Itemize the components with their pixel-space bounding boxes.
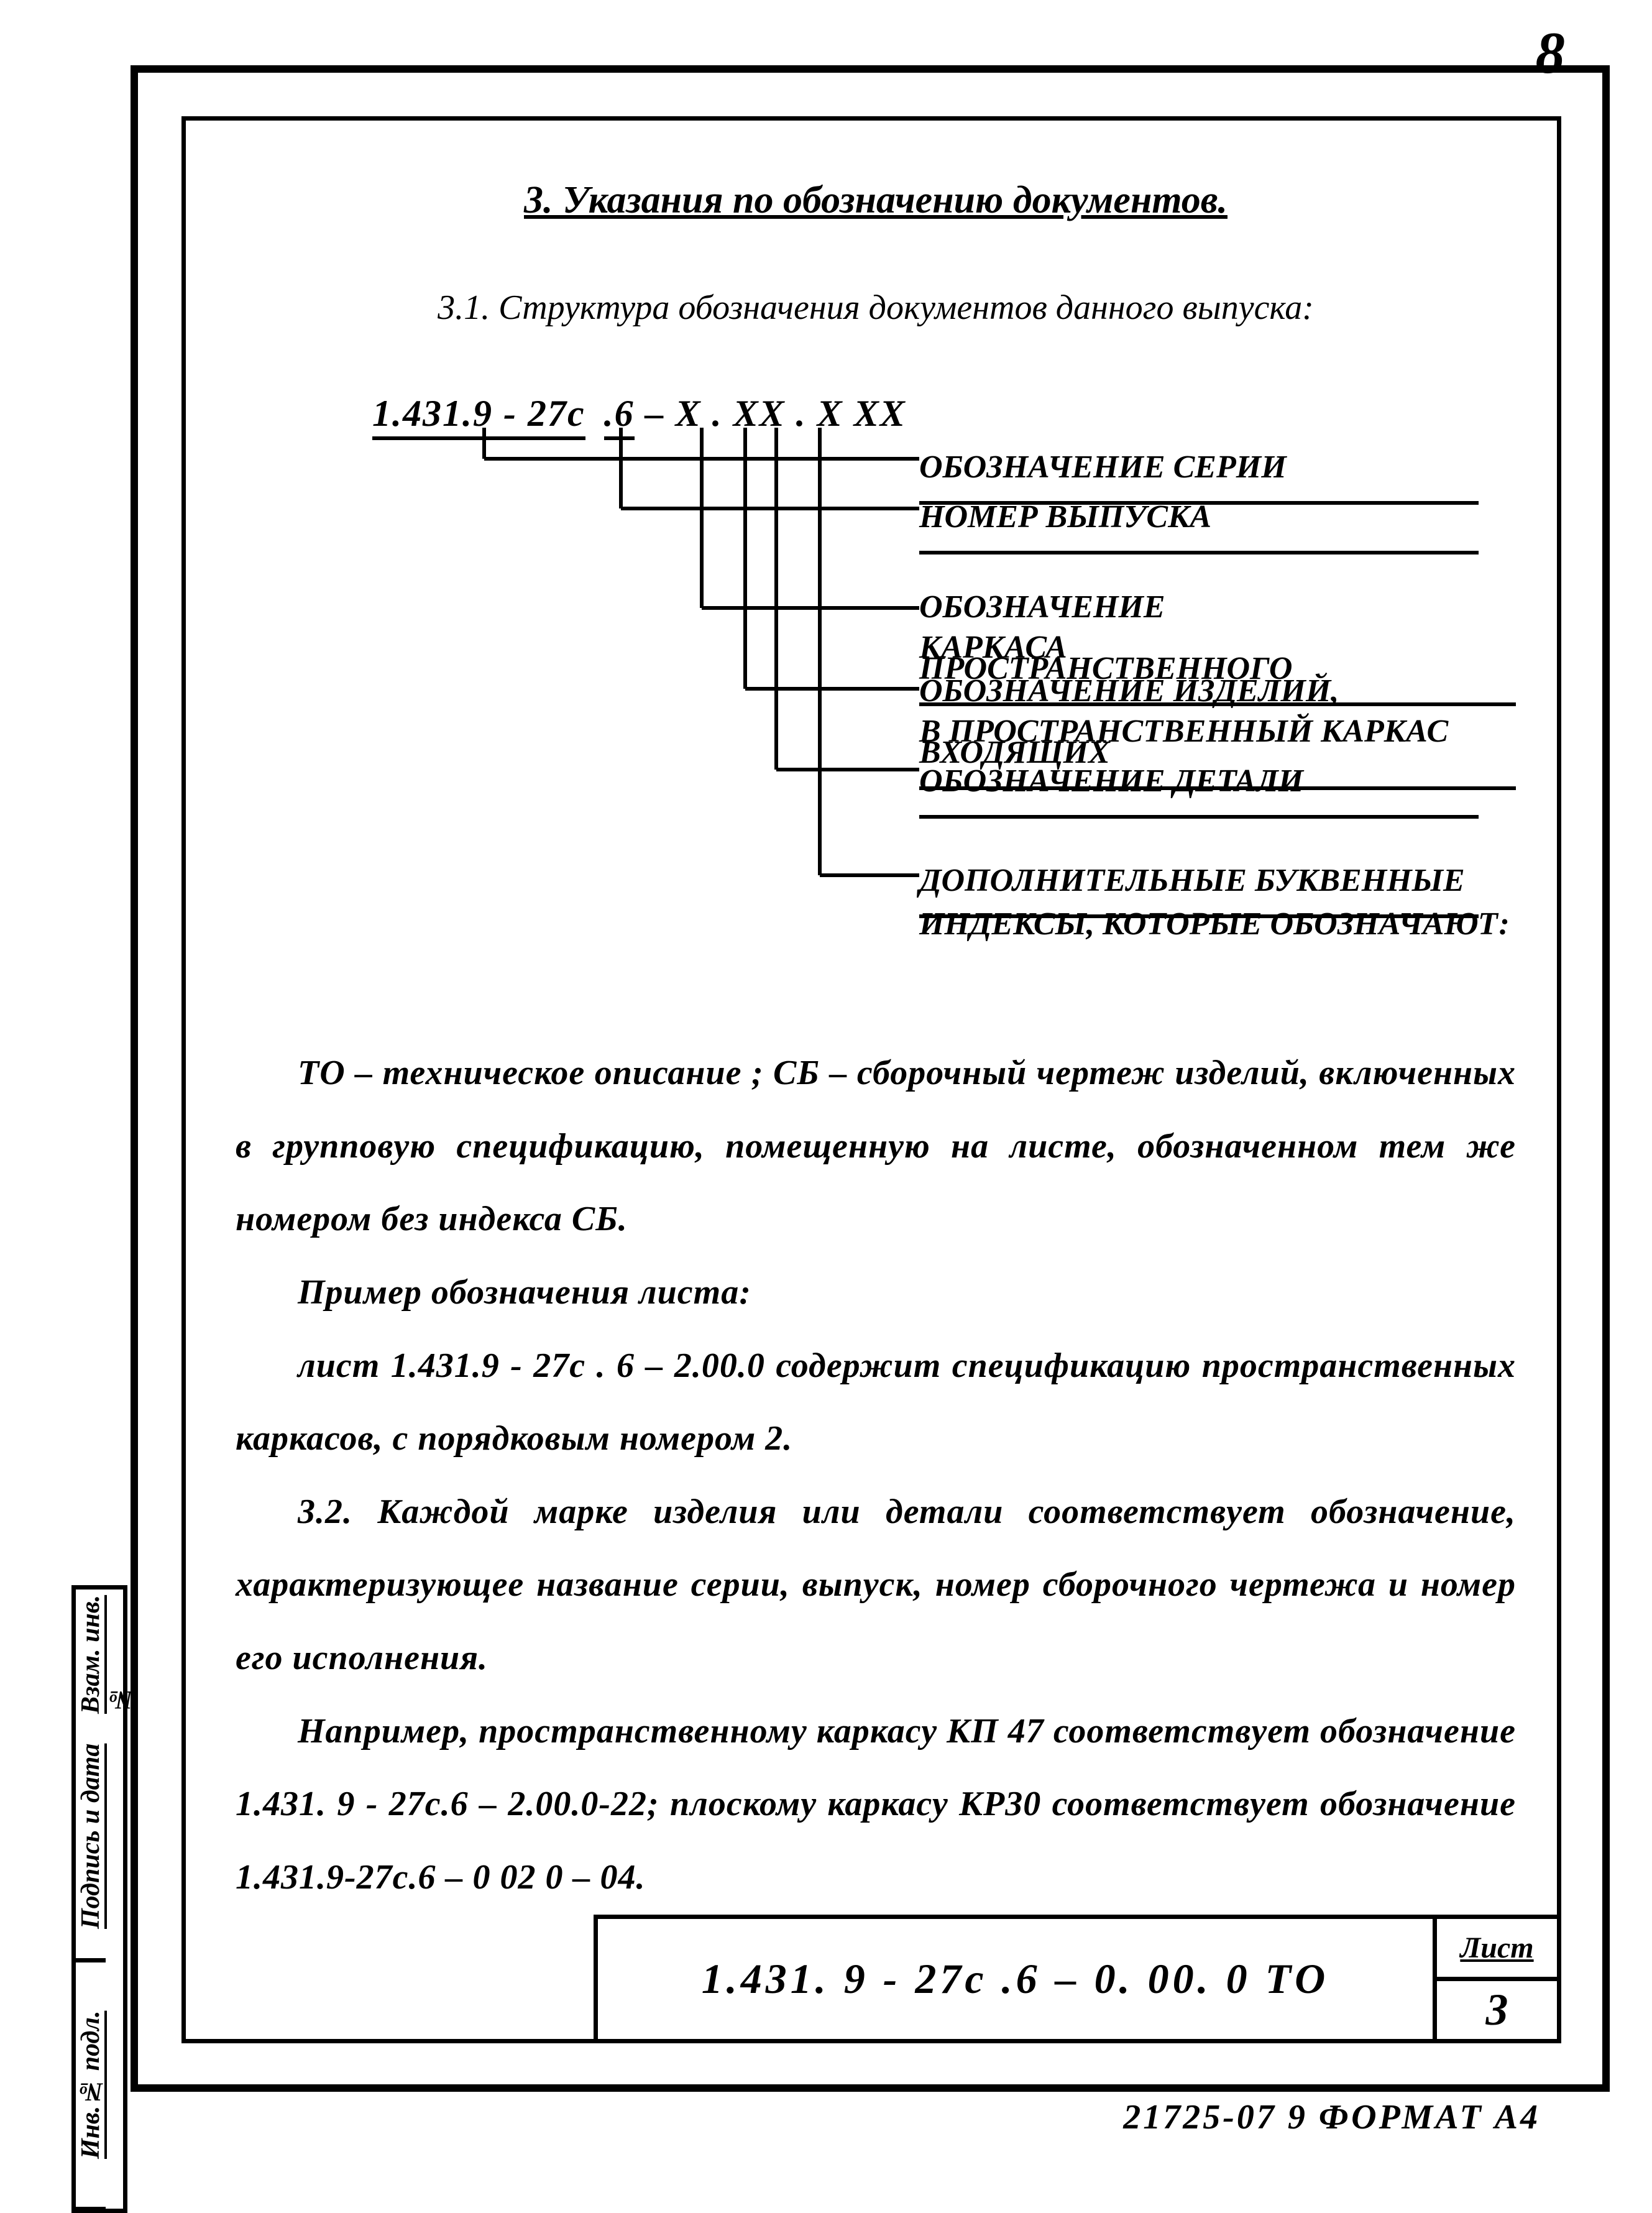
sheet-box: Лист 3 (1433, 1919, 1557, 2039)
paragraph-5: Например, пространственному каркасу КП 4… (236, 1695, 1516, 1915)
code-suffix: – X . XX . X XX (645, 393, 906, 434)
code-prefix: 1.431.9 - 27с (372, 393, 585, 440)
paragraph-2: Пример обозначения листа: (236, 1256, 1516, 1330)
outer-frame: 3. Указания по обозначению документов. 3… (131, 65, 1610, 2092)
paragraph-1: ТО – техническое описание ; СБ – сборочн… (236, 1037, 1516, 1256)
code-middle: .6 (604, 393, 635, 440)
footer-text: 21725-07 9 ФОРМАТ А4 (1123, 2097, 1540, 2137)
side-label-3: Инв.№ подл. (76, 1962, 106, 2211)
legend-detail: Обозначение детали (919, 751, 1479, 819)
inner-frame: 3. Указания по обозначению документов. 3… (181, 116, 1561, 2043)
side-label-2: Подпись и дата (76, 1714, 106, 1962)
sheet-label: Лист (1437, 1919, 1557, 1981)
legend-index-2: индексы, которые обозначают: (919, 894, 1510, 955)
paragraph-3: лист 1.431.9 - 27с . 6 – 2.00.0 содержит… (236, 1330, 1516, 1476)
title-block: 1.431. 9 - 27с .6 – 0. 00. 0 ТО Лист 3 (594, 1915, 1557, 2039)
sheet-number: 3 (1437, 1981, 1557, 2039)
side-label-1: Взам. инв.№ (76, 1590, 135, 1714)
paragraph-4: 3.2. Каждой марке изделия или детали соо… (236, 1476, 1516, 1695)
legend-issue: Номер выпуска (919, 487, 1479, 554)
body-text: ТО – техническое описание ; СБ – сборочн… (236, 1037, 1516, 1914)
structure-diagram: 1.431.9 - 27с .6 – X . XX . X XX (236, 378, 1516, 1000)
code-pattern: 1.431.9 - 27с .6 – X . XX . X XX (372, 378, 906, 449)
sub-section-title: 3.1. Структура обозначения документов да… (236, 275, 1516, 341)
section-title: 3. Указания по обозначению документов. (236, 164, 1516, 237)
content-area: 3. Указания по обозначению документов. 3… (236, 164, 1516, 1914)
document-code: 1.431. 9 - 27с .6 – 0. 00. 0 ТО (598, 1919, 1433, 2039)
binding-margin: Взам. инв.№ Подпись и дата Инв.№ подл. (71, 1585, 127, 2213)
